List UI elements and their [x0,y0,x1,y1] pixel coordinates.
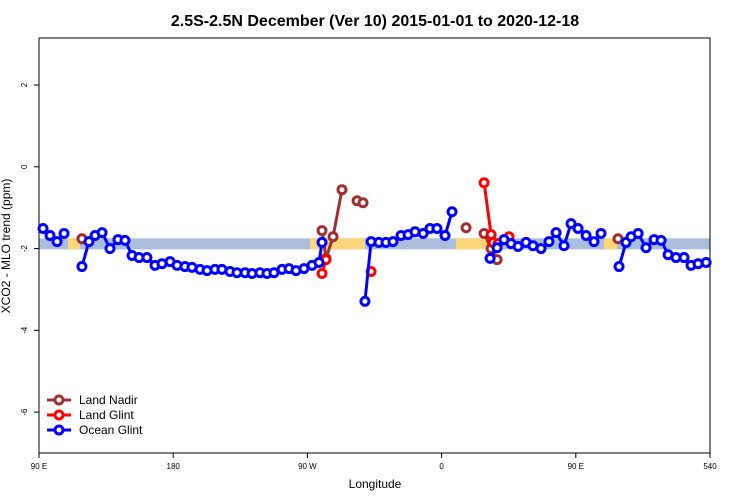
data-point [316,268,328,280]
x-tick-label: 90 W [298,462,317,471]
data-point [484,252,496,264]
plot-frame [38,37,711,454]
legend-marker [53,409,65,421]
legend-label: Ocean Glint [79,423,143,437]
data-point [446,206,458,218]
data-point [439,229,451,241]
data-point [58,227,70,239]
data-point [83,236,95,248]
data-point [357,197,369,209]
x-tick-label: 90 E [568,462,584,471]
data-point [316,225,328,237]
data-point [336,184,348,196]
y-tick-label: -6 [20,408,29,416]
y-tick-label: -4 [20,326,29,334]
data-point [558,240,570,252]
data-point [431,223,443,235]
data-point [640,242,652,254]
y-tick-label: 0 [20,164,29,169]
y-axis-label: XCO2 - MLO trend (ppm) [0,179,13,314]
data-point [460,222,472,234]
data-point [543,236,555,248]
data-point [96,227,108,239]
data-point [359,295,371,307]
data-point [44,229,56,241]
legend-marker [53,394,65,406]
data-point [478,177,490,189]
data-point [417,227,429,239]
data-point [104,243,116,255]
land-band [67,238,81,250]
data-point [565,218,577,230]
data-point [613,261,625,273]
data-point [313,256,325,268]
data-point [387,236,399,248]
land-band [603,238,618,250]
data-point [316,236,328,248]
data-point [572,223,584,235]
x-tick-label: 0 [439,462,444,471]
data-point [141,252,153,264]
data-point [580,229,592,241]
legend-label: Land Nadir [79,393,138,407]
y-tick-label: -2 [20,244,29,252]
data-point [512,241,524,253]
data-point [678,252,690,264]
legend-marker [53,424,65,436]
x-axis-label: Longitude [349,477,402,491]
data-point [491,242,503,254]
x-tick-label: 90 E [31,462,47,471]
data-point [76,261,88,273]
land-band [456,238,488,250]
data-point [550,227,562,239]
data-point [655,234,667,246]
y-tick-label: 2 [20,82,29,87]
data-point [595,227,607,239]
data-point [51,236,63,248]
data-point [327,231,339,243]
data-point [37,223,49,235]
x-tick-label: 180 [167,462,181,471]
data-point [632,227,644,239]
land-band [310,238,365,250]
data-point [700,256,712,268]
data-point [588,236,600,248]
legend-label: Land Glint [79,408,134,422]
x-tick-label: 540 [703,462,717,471]
data-point [119,234,131,246]
data-point [535,243,547,255]
chart-title: 2.5S-2.5N December (Ver 10) 2015-01-01 t… [171,13,579,30]
